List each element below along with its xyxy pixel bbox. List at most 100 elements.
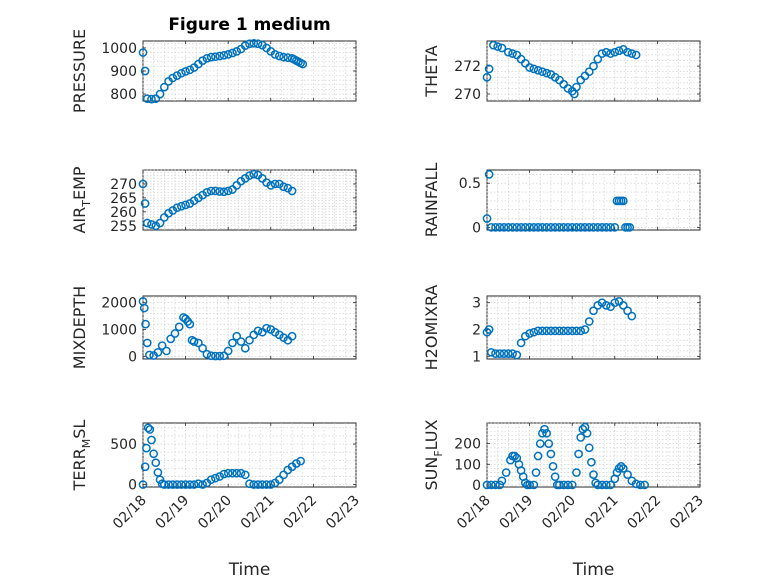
data-point <box>189 480 199 489</box>
data-point <box>176 68 186 78</box>
data-point <box>623 470 632 479</box>
data-point <box>572 82 581 92</box>
y-axis-label: PRESSURE <box>70 29 89 113</box>
data-point <box>631 50 641 60</box>
data-point <box>482 72 492 82</box>
data-point <box>236 337 246 346</box>
data-point <box>576 433 586 442</box>
data-series <box>138 169 297 231</box>
data-point <box>508 49 517 58</box>
data-point <box>296 456 305 466</box>
x-tick-label: 02/19 <box>153 493 193 533</box>
y-tick-label: 0 <box>472 478 481 494</box>
data-point <box>533 223 543 232</box>
data-point <box>172 71 182 80</box>
data-point <box>520 223 530 232</box>
data-point <box>550 472 560 482</box>
y-tick-label: 2000 <box>101 296 137 312</box>
data-point <box>546 326 556 336</box>
data-point <box>491 349 500 358</box>
data-point <box>593 54 603 64</box>
data-point <box>219 50 229 60</box>
data-point <box>495 223 505 232</box>
subplot-1: 800 900 1000 PRESSURE Figure 1 medium <box>70 15 357 113</box>
data-point <box>584 317 594 326</box>
x-tick-label: 02/18 <box>454 493 494 533</box>
data-point <box>232 468 242 478</box>
subplot-4: 0 0.5 RAINFALL <box>422 163 701 238</box>
data-point <box>544 439 554 448</box>
y-axis-label: THETA <box>422 45 441 97</box>
y-tick-label: 500 <box>110 437 137 453</box>
data-point <box>601 223 611 232</box>
data-point <box>559 326 569 336</box>
data-point <box>206 52 216 62</box>
data-point <box>516 338 526 348</box>
data-point <box>582 428 592 438</box>
data-point <box>593 301 603 310</box>
data-point <box>501 468 511 477</box>
x-tick-label: 02/23 <box>667 493 707 533</box>
data-point <box>181 67 190 76</box>
data-point <box>495 349 505 358</box>
data-point <box>253 480 263 489</box>
y-tick-label: 100 <box>454 457 481 473</box>
x-tick-label: 02/22 <box>624 493 664 533</box>
data-point <box>142 338 152 348</box>
data-series <box>482 40 641 99</box>
data-point <box>482 480 492 490</box>
data-point <box>138 179 148 189</box>
data-point <box>142 218 152 228</box>
data-point <box>520 331 530 341</box>
data-point <box>164 480 173 489</box>
data-point <box>486 347 496 357</box>
data-point <box>567 480 577 490</box>
data-point <box>567 223 577 232</box>
data-point <box>172 203 182 213</box>
data-point <box>567 326 577 336</box>
data-point <box>151 94 161 104</box>
data-point <box>292 459 301 468</box>
x-axis-label: Time <box>228 560 271 580</box>
data-point <box>484 170 494 179</box>
data-point <box>215 187 225 196</box>
data-point <box>486 480 496 490</box>
data-point <box>198 56 207 65</box>
data-point <box>140 199 150 208</box>
subplot-8: 02/18 02/19 02/20 02/21 02/22 02/23 0 100 200 SUN… <box>422 419 707 580</box>
data-point <box>486 223 496 232</box>
y-tick-label: 3 <box>472 296 481 312</box>
y-axis-label: RAINFALL <box>422 163 441 238</box>
data-point <box>525 480 534 490</box>
data-point <box>270 179 280 189</box>
y-tick-label: 900 <box>110 64 137 80</box>
data-point <box>139 303 149 313</box>
data-point <box>525 223 534 232</box>
data-point <box>597 223 607 232</box>
data-point <box>510 451 520 461</box>
data-point <box>631 479 641 489</box>
data-point <box>266 180 276 190</box>
x-tick-label: 02/20 <box>195 493 235 533</box>
data-point <box>614 46 624 56</box>
data-point <box>533 326 543 336</box>
data-point <box>185 65 195 75</box>
data-point <box>555 326 564 336</box>
data-point <box>601 47 611 57</box>
data-point <box>249 480 259 489</box>
data-point <box>138 480 148 489</box>
data-point <box>266 325 276 334</box>
data-point <box>168 73 178 83</box>
data-point <box>580 223 590 232</box>
data-series <box>482 422 649 490</box>
data-point <box>206 351 216 361</box>
data-point <box>563 223 573 232</box>
y-tick-label: 0 <box>128 349 137 365</box>
data-point <box>253 326 263 336</box>
data-point <box>138 48 148 57</box>
y-tick-label: 272 <box>454 59 481 75</box>
data-point <box>215 351 225 361</box>
data-point <box>274 330 284 340</box>
subplot-6: 1 2 3 H2OMIXRA <box>422 285 701 370</box>
